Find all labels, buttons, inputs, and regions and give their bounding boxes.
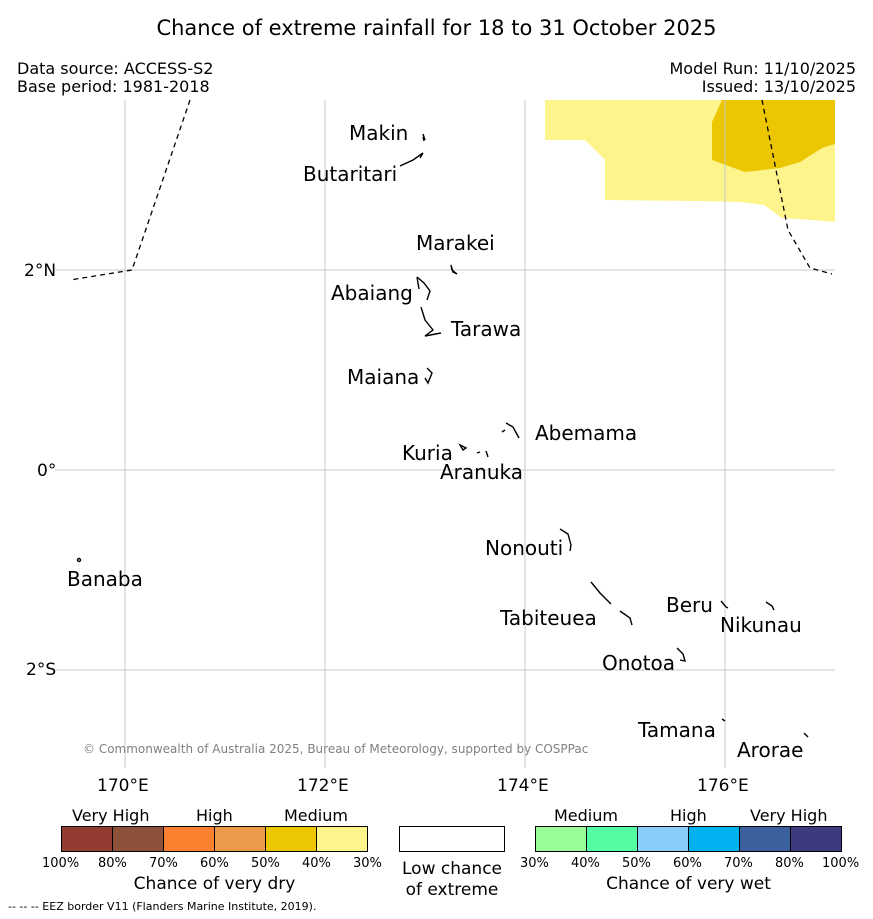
wet-tick-70: 70% [724,856,753,871]
wet-level-very-high: Very High [750,806,828,825]
wet-caption: Chance of very wet [606,874,771,894]
eez-footnote: -- -- -- EEZ border V11 (Flanders Marine… [8,900,317,913]
island-label-beru: Beru [666,593,713,617]
wet-tick-30: 30% [520,856,549,871]
island-label-marakei: Marakei [416,231,495,255]
island-label-makin: Makin [349,121,409,145]
dry-swatch-70-80 [112,826,164,852]
issued-date: Issued: 13/10/2025 [701,77,856,96]
medium-dry-40-region [712,100,835,172]
dry-level-high: High [196,806,233,825]
aranuka-outline [476,450,489,458]
tamana-outline [721,718,726,722]
island-label-maiana: Maiana [347,365,420,389]
banaba-outline [76,557,82,563]
wet-swatch-30-40 [535,826,587,852]
lon-label-174: 174°E [497,776,549,796]
kuria-outline [458,443,468,451]
lat-label-0: 0° [37,461,57,481]
dry-level-very-high: Very High [72,806,150,825]
island-label-tarawa: Tarawa [451,317,522,341]
low-chance-caption: Low chance of extreme [380,859,524,901]
dry-swatch-40-50 [265,826,317,852]
wet-tick-80: 80% [775,856,804,871]
wet-tick-50: 50% [622,856,651,871]
dry-tick-60: 60% [200,856,229,871]
lat-label-2s: 2°S [26,660,57,680]
model-run: Model Run: 11/10/2025 [669,59,857,78]
eez-border [69,99,833,281]
wet-level-medium: Medium [554,806,618,825]
nonouti-outline [559,528,572,552]
island-label-aranuka: Aranuka [440,460,523,484]
dry-swatch-30-40 [316,826,368,852]
lat-label-2n: 2°N [24,261,57,281]
dry-tick-70: 70% [149,856,178,871]
dry-tick-30: 30% [353,856,382,871]
arorae-outline [803,732,809,738]
nikunau-outline [765,601,775,611]
wet-tick-40: 40% [571,856,600,871]
island-label-banaba: Banaba [67,567,143,591]
marakei-outline [450,264,458,275]
source-info: Data source: ACCESS-S2 Base period: 1981… [17,60,213,96]
dry-tick-80: 80% [98,856,127,871]
dry-swatch-60-70 [163,826,215,852]
run-info: Model Run: 11/10/2025 Issued: 13/10/2025 [670,60,857,96]
island-label-tabiteuea: Tabiteuea [500,606,597,630]
wet-swatch-60-70 [688,826,740,852]
island-label-tamana: Tamana [638,718,716,742]
wet-swatch-40-50 [586,826,638,852]
dry-swatch-50-60 [214,826,266,852]
low-chance-line2: of extreme [405,880,499,900]
island-label-abemama: Abemama [535,421,638,445]
data-source: Data source: ACCESS-S2 [17,59,214,78]
copyright-notice: © Commonwealth of Australia 2025, Bureau… [83,742,589,756]
island-label-kuria: Kuria [402,441,453,465]
island-label-nonouti: Nonouti [485,536,564,560]
beru-outline [720,600,729,609]
abaiang-outline [416,276,431,301]
low-chance-line1: Low chance [402,859,502,879]
onotoa-outline [676,647,686,662]
wet-swatch-70-80 [739,826,791,852]
wet-swatch-50-60 [637,826,689,852]
tarawa-outline [420,306,442,337]
dry-tick-100: 100% [42,856,80,871]
island-label-arorae: Arorae [737,738,804,762]
butaritari-outline [399,152,424,167]
dry-tick-50: 50% [251,856,280,871]
wet-tick-100: 100% [822,856,860,871]
lon-label-170: 170°E [97,776,149,796]
dry-level-medium: Medium [284,806,348,825]
island-label-abaiang: Abaiang [331,281,413,305]
island-label-butaritari: Butaritari [303,162,398,186]
dry-tick-40: 40% [302,856,331,871]
dry-caption: Chance of very dry [133,874,296,894]
wet-level-high: High [670,806,707,825]
island-label-onotoa: Onotoa [602,651,675,675]
island-label-nikunau: Nikunau [720,613,802,637]
low-chance-swatch [399,826,505,852]
base-period: Base period: 1981-2018 [17,77,210,96]
tabiteuea-outline [590,581,633,626]
chart-title: Chance of extreme rainfall for 18 to 31 … [156,16,717,40]
map-grid [55,100,835,768]
maiana-outline [424,367,433,385]
abemama-outline [501,422,520,439]
makin-outline [422,133,426,142]
lon-label-176: 176°E [697,776,749,796]
wet-swatch-80-100 [790,826,842,852]
lon-label-172: 172°E [297,776,349,796]
dry-swatch-80-100 [61,826,113,852]
island-outlines [76,133,809,738]
wet-tick-60: 60% [673,856,702,871]
